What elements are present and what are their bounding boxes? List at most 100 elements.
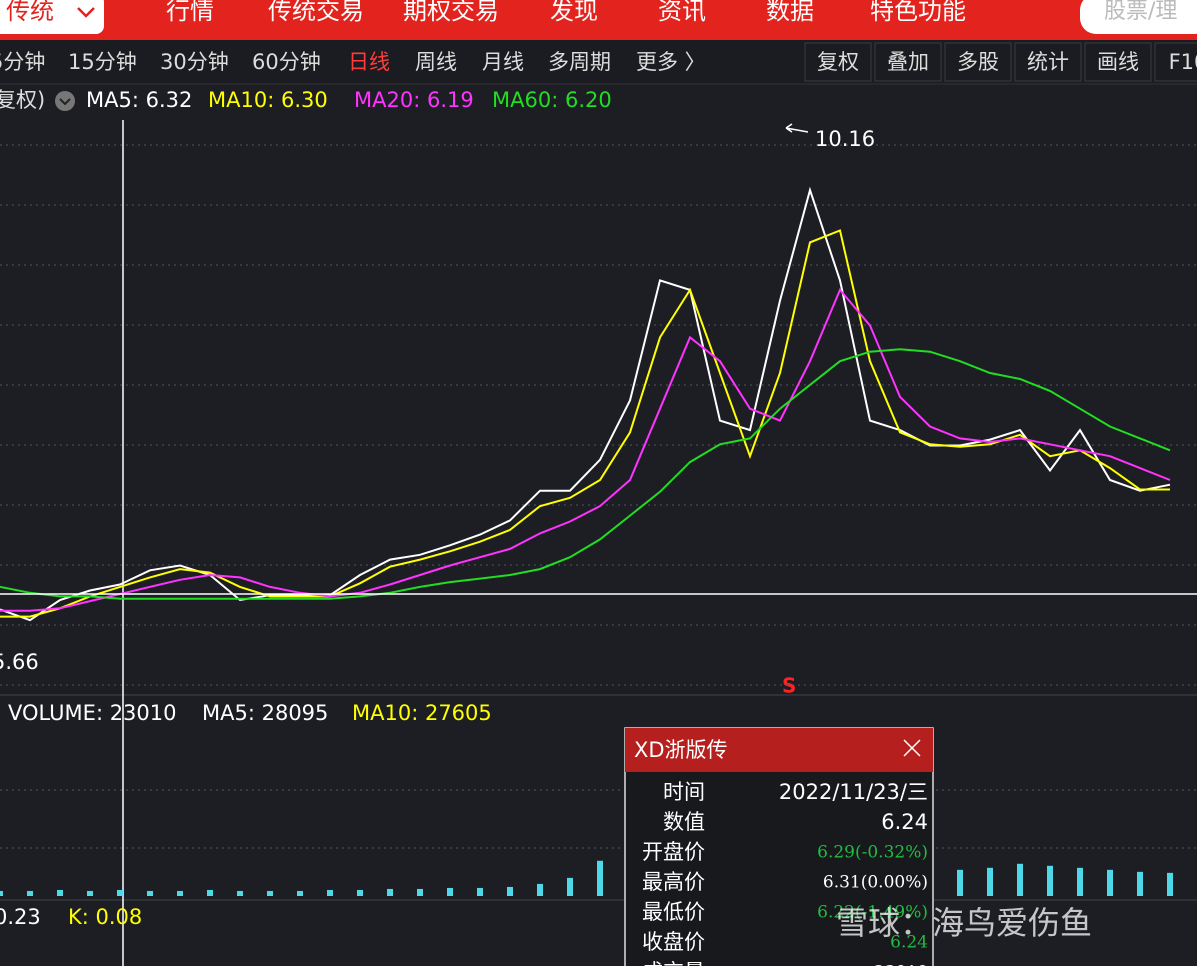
- tooltip-value: 6.24: [881, 810, 928, 834]
- top-nav: [0, 0, 1197, 40]
- tool-button[interactable]: [1154, 42, 1197, 82]
- ma-line: [0, 348, 1171, 600]
- period-tab[interactable]: 月线: [482, 50, 524, 74]
- tool-button-label: 多股: [957, 50, 999, 74]
- watermark: 雪球：海鸟爱伤鱼: [836, 904, 1092, 942]
- nav-item[interactable]: 传统交易: [268, 0, 364, 25]
- volume-bar: [57, 889, 63, 896]
- tooltip-label: 收盘价: [642, 930, 705, 954]
- volume-bar: [1077, 867, 1083, 896]
- period-tab[interactable]: 15分钟: [68, 50, 137, 74]
- volume-bar: [267, 890, 273, 896]
- legend-item: MA60: 6.20: [492, 88, 612, 112]
- volume-bar: [177, 890, 183, 896]
- ma-line: [0, 229, 1170, 618]
- search-placeholder: 股票/理: [1104, 0, 1177, 24]
- low-label: 5.66: [0, 650, 39, 674]
- volume-bar: [1017, 863, 1023, 896]
- period-tab[interactable]: 更多 〉: [636, 50, 706, 74]
- volume-bar: [357, 889, 363, 896]
- tooltip-value: 6.31(0.00%): [823, 873, 928, 893]
- tooltip-value: 6.29(-0.32%): [817, 843, 928, 863]
- volume-bar: [537, 883, 543, 896]
- volume-bar: [117, 889, 123, 896]
- tool-button[interactable]: [944, 42, 1012, 82]
- tooltip-value: 23010: [874, 963, 928, 966]
- tooltip-label: 开盘价: [642, 840, 705, 864]
- volume-bar: [0, 890, 3, 896]
- volume-bar: [417, 888, 423, 896]
- tool-button[interactable]: [1014, 42, 1082, 82]
- dropdown-arrow: [77, 7, 95, 18]
- period-tab[interactable]: 30分钟: [160, 50, 229, 74]
- volume-bar: [567, 877, 573, 896]
- volume-bar: [1107, 869, 1113, 896]
- volume-bar: [1167, 872, 1173, 896]
- ma-line: [0, 288, 1171, 612]
- volume-bar: [297, 890, 303, 896]
- period-tab[interactable]: 周线: [415, 50, 457, 74]
- nav-item[interactable]: 行情: [166, 0, 214, 25]
- tool-button[interactable]: [874, 42, 942, 82]
- indicator-value: K: 0.08: [68, 905, 142, 929]
- indicator-value: 0.23: [0, 905, 41, 929]
- volume-bar: [1137, 871, 1143, 896]
- volume-bar: [957, 869, 963, 896]
- tool-button[interactable]: [804, 42, 872, 82]
- tooltip-title: XD浙版传: [634, 738, 728, 762]
- volume-legend: VOLUME: 23010: [8, 701, 177, 725]
- volume-bar: [477, 887, 483, 896]
- nav-item[interactable]: 资讯: [658, 0, 706, 25]
- tooltip-close[interactable]: [903, 739, 921, 757]
- volume-bar: [1047, 865, 1053, 896]
- search-box[interactable]: [1080, 0, 1197, 34]
- volume-bar: [327, 889, 333, 896]
- tool-button-label: 统计: [1027, 50, 1069, 74]
- volume-bar: [447, 887, 453, 896]
- tooltip-label: 成交量: [642, 960, 705, 966]
- dropdown-text: 传统: [6, 0, 54, 25]
- volume-bar: [507, 886, 513, 896]
- settings-icon[interactable]: [55, 91, 75, 111]
- tool-button[interactable]: [1084, 42, 1152, 82]
- tooltip-header: [625, 728, 933, 772]
- legend-item: MA5: 6.32: [86, 88, 192, 112]
- tooltip-value: 6.22(-1.49%): [817, 903, 928, 923]
- volume-bar: [987, 867, 993, 896]
- nav-item[interactable]: 期权交易: [403, 0, 499, 25]
- legend-item: MA20: 6.19: [354, 88, 474, 112]
- tooltip-value: 2022/11/23/三: [779, 780, 928, 804]
- nav-item[interactable]: 特色功能: [870, 0, 966, 25]
- tooltip-label: 数值: [663, 810, 705, 834]
- legend-item: MA10: 6.30: [208, 88, 328, 112]
- tool-button-label: 复权: [817, 50, 859, 74]
- volume-bar: [597, 860, 603, 896]
- nav-item[interactable]: 数据: [766, 0, 814, 25]
- tool-button-label: 叠加: [887, 50, 929, 74]
- volume-bar: [237, 890, 243, 896]
- period-tab[interactable]: 日线: [348, 50, 390, 74]
- nav-item[interactable]: 发现: [550, 0, 598, 25]
- volume-legend: MA10: 27605: [352, 701, 492, 725]
- settings-icon-arrow: [59, 98, 71, 106]
- volume-bar: [87, 890, 93, 896]
- tooltip-label: 最低价: [642, 900, 705, 924]
- tooltip-label: 时间: [663, 780, 705, 804]
- volume-bar: [147, 890, 153, 896]
- tool-button-label: F10: [1169, 50, 1197, 74]
- tool-button-label: 画线: [1097, 50, 1139, 74]
- legend-prefix: 复权): [0, 88, 45, 112]
- high-arrow: [785, 123, 809, 133]
- volume-bar: [27, 890, 33, 896]
- period-tab[interactable]: 多周期: [548, 50, 611, 74]
- volume-legend: MA5: 28095: [202, 701, 328, 725]
- signal-marker: S: [782, 674, 796, 698]
- period-tab[interactable]: 5分钟: [0, 50, 45, 74]
- volume-bar: [387, 888, 393, 896]
- volume-bar: [207, 889, 213, 896]
- tooltip-label: 最高价: [642, 870, 705, 894]
- tooltip: XD浙版传 时间 2022/11/23/三数值 6.24 开盘价 6.29(-0.32%…: [624, 727, 934, 966]
- period-tab[interactable]: 60分钟: [252, 50, 321, 74]
